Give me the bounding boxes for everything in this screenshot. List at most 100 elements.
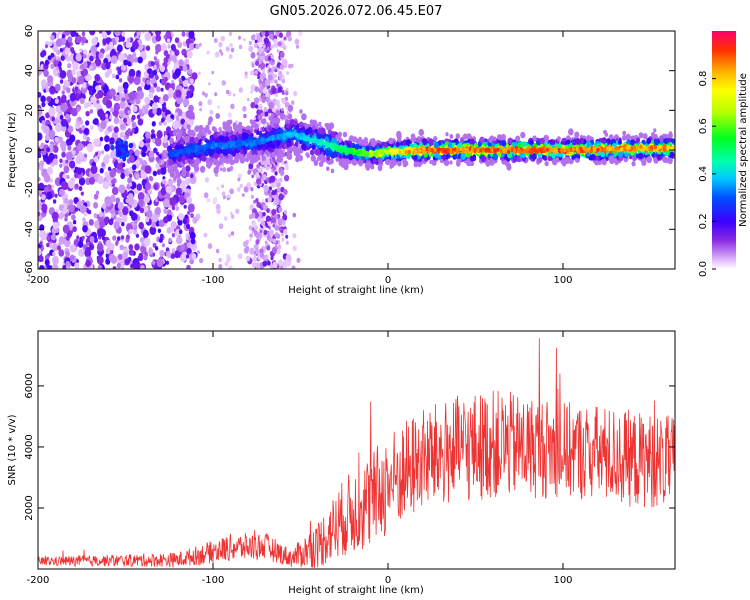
spectrogram-cell [325,150,330,156]
spectrogram-cell [137,192,145,201]
spectrogram-cell [201,154,207,162]
spectrogram-cell [161,243,165,248]
spectrogram-cell [520,131,526,139]
spectrogram-cell [138,199,144,207]
spectrogram-cell [600,138,604,143]
spectrogram-cell [270,54,275,59]
spectrogram-cell [77,89,82,95]
spectrogram-cell [107,125,112,132]
spectrogram-cell [519,152,523,158]
spectrogram-cell [152,170,158,177]
spectrogram-cell [204,177,210,183]
spectrogram-cell [344,158,349,163]
spectrogram-cell [268,126,272,131]
spectrogram-cell [499,148,503,153]
spectrogram-cell [104,154,110,162]
spectrogram-cell [378,164,382,169]
spectrogram-cell [103,85,109,93]
spectrogram-cell [151,221,156,228]
spectrogram-cell [96,243,104,252]
spectrogram-cell [108,218,114,226]
spectrogram-cell [445,154,449,159]
spectrogram-cell [186,223,190,230]
spectrogram-cell [160,166,167,175]
spectrogram-cell [252,262,257,268]
spectrogram-cell [223,216,228,221]
spectrogram-cell [228,31,232,36]
spectrogram-cell [278,148,284,156]
spectrogram-cell [152,108,157,115]
spectrogram-cell [256,163,261,169]
spectrogram-cell [282,220,286,225]
spectrogram-cell [116,66,120,72]
spectrogram-cell [139,207,145,214]
spectrogram-cell [313,160,319,166]
spectrogram-cell [259,73,265,80]
spectrogram-cell [631,161,636,167]
spectrogram-cell [59,70,67,79]
spectrogram-cell [190,173,194,179]
spectrogram-cell [72,226,77,233]
spectrogram-cell [97,175,104,185]
spectrogram-cell [246,97,250,102]
spectrogram-cell [77,75,85,85]
spectrogram-cell [203,232,208,238]
spectrogram-cell [506,164,512,171]
spectrogram-cell [287,35,292,42]
spectrogram-cell [116,236,121,242]
spectrogram-cell [262,225,266,229]
spectrogram-cell [55,66,59,71]
spectrogram-cell [52,145,59,153]
spectrogram-cell [137,56,143,64]
spectrogram-cell [255,60,260,66]
spectrogram-cell [115,36,120,42]
spectrogram-cell [245,255,251,262]
spectrogram-cell [39,265,45,269]
spectrogram-cell [175,115,180,121]
spectrogram-cell [100,120,107,130]
spectrogram-cell [121,97,126,103]
spectrogram-cell [199,257,204,264]
spectrogram-cell [285,234,289,239]
spectrogram-cell [201,91,206,96]
spectrogram-cell [101,31,108,39]
spectrogram-cell [433,136,437,141]
spectrogram-cell [140,81,145,88]
spectrogram-cell [642,140,647,145]
spectrogram-cell [163,120,167,126]
spectrogram-cell [54,118,59,125]
spectrogram-cell [280,170,285,176]
spectrogram-cell [642,133,648,140]
spectrogram-cell [222,195,226,200]
spectrogram-cell [82,49,87,55]
spectrogram-cell [181,76,186,81]
spectrogram-cell [93,213,98,219]
spectrogram-cell [46,191,53,200]
spectrogram-cell [285,240,289,245]
spectrogram-cell [220,35,225,42]
spectrogram-cell [364,163,369,169]
spectrogram-cell [63,238,71,248]
spectrogram-cell [213,127,217,133]
spectrogram-cell [285,91,289,96]
spectrogram-cell [271,217,275,222]
spectrogram-cell [207,130,212,135]
spectrogram-cell [126,234,130,240]
spectrogram-cell [117,85,124,94]
spectrogram-cell [252,221,257,228]
spectrogram-cell [115,74,120,80]
spectrogram-cell [56,38,63,47]
spectrogram-cell [275,99,280,106]
spectrogram-cell [292,212,297,218]
spectrogram-cell [58,249,65,257]
spectrogram-cell [54,60,59,66]
spectrogram-cell [278,193,284,201]
spectrogram-cell [252,119,256,124]
spectrogram-cell [188,42,195,51]
spectrogram-cell [201,131,205,136]
spectrogram-cell [266,208,270,213]
spectrogram-cell [267,108,272,114]
spectrogram-cell [280,51,285,58]
spectrogram-cell [175,187,182,196]
spectrogram-cell [260,220,266,226]
